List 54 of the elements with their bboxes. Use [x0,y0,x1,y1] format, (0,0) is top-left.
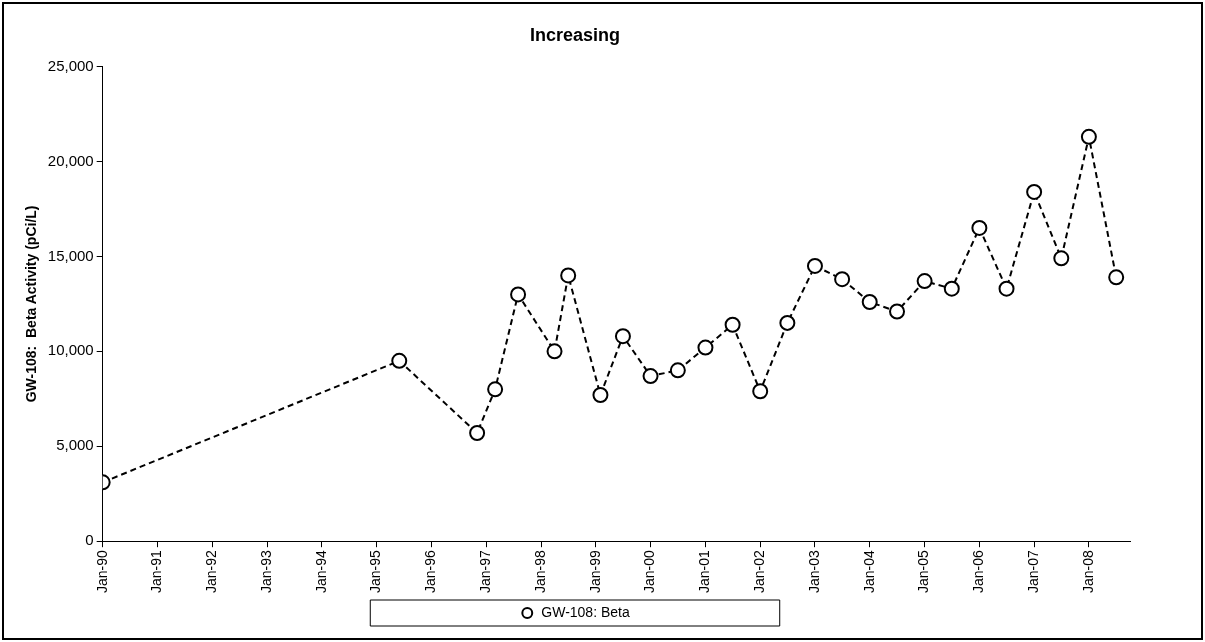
point [752,383,769,400]
point [971,219,988,236]
y-tick-label: 0 [85,531,94,549]
point [697,339,714,356]
y-tick-label: 15,000 [47,246,94,264]
point [806,257,823,274]
x-tick-label: Jan-92 [203,549,220,594]
point [1053,250,1070,267]
point [669,362,686,379]
point [592,387,609,404]
point [834,271,851,288]
point [724,316,741,333]
x-tick-label: Jan-99 [586,549,603,594]
x-tick-label: Jan-95 [367,549,384,594]
point [391,352,408,369]
y-axis-title: GW-108: Beta Activity (pCi/L) [23,205,40,403]
chart-title: Increasing [529,24,621,45]
point [779,314,796,331]
y-tick-label: 20,000 [47,151,94,169]
point [889,303,906,320]
y-tick-label: 25,000 [47,56,94,74]
x-tick-label: Jan-90 [93,549,110,594]
x-tick-label: Jan-03 [805,549,822,594]
point [614,328,631,345]
point [1026,183,1043,200]
x-tick-label: Jan-98 [531,549,548,594]
point [916,273,933,290]
point [487,381,504,398]
point [1080,128,1097,145]
x-tick-label: Jan-93 [257,549,274,594]
x-tick-label: Jan-07 [1025,549,1041,594]
point [560,267,577,284]
point [510,286,527,303]
x-tick-label: Jan-04 [860,549,877,594]
x-tick-label: Jan-05 [915,549,932,594]
y-tick-label: 5,000 [56,436,94,454]
point [642,368,659,385]
point [546,343,563,360]
point [943,280,960,297]
point [998,280,1015,297]
point [1108,269,1125,286]
x-tick-label: Jan-96 [422,549,439,594]
point [469,424,486,441]
x-tick-label: Jan-00 [641,549,658,594]
y-tick-label: 10,000 [47,341,94,359]
legend-label: GW-108: Beta [541,603,630,620]
x-tick-label: Jan-06 [970,549,987,594]
x-tick-label: Jan-08 [1079,549,1096,594]
x-tick-label: Jan-91 [148,549,165,594]
x-tick-label: Jan-02 [751,549,768,594]
point [861,294,878,310]
x-tick-label: Jan-01 [696,549,713,594]
x-tick-label: Jan-94 [312,549,329,594]
x-tick-label: Jan-97 [477,549,494,594]
